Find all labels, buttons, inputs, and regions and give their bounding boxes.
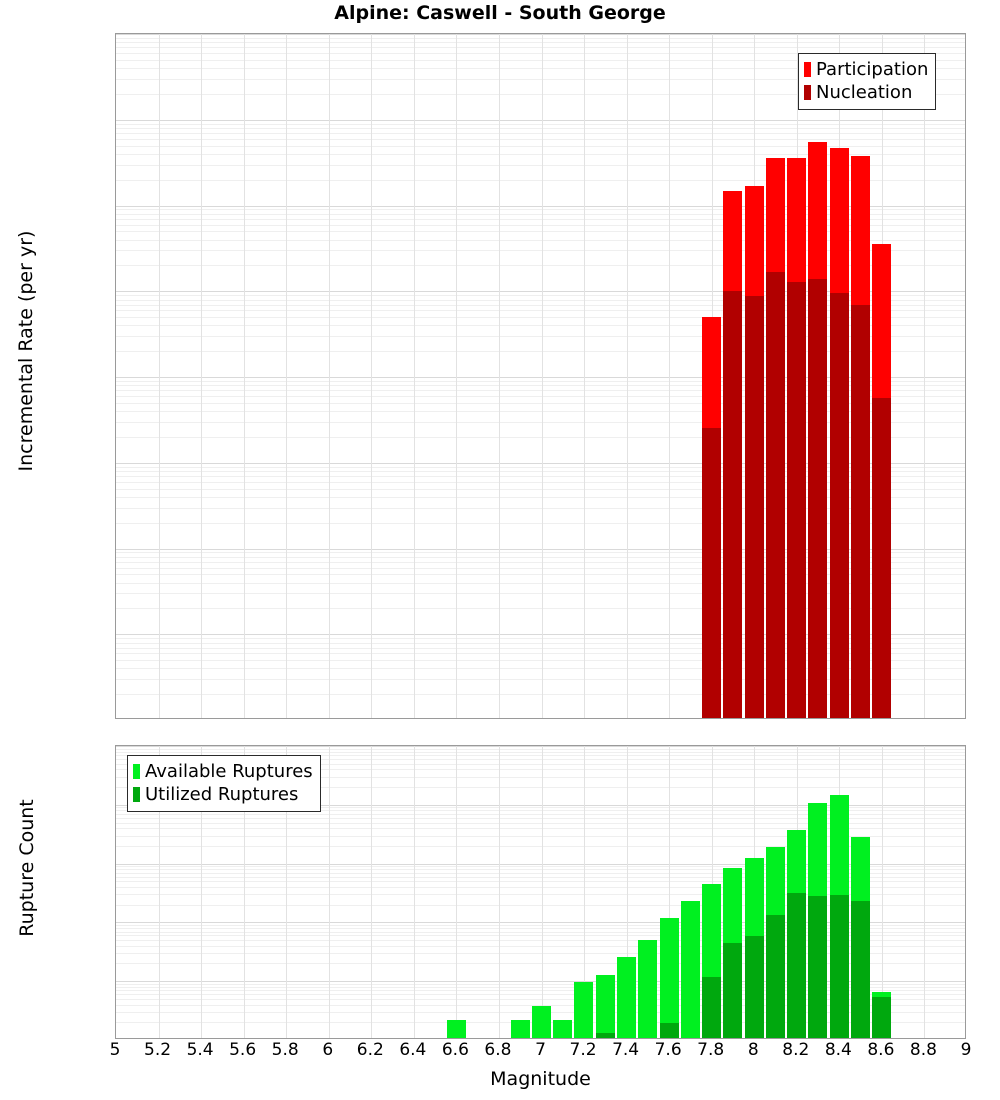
- legend-label: Utilized Ruptures: [145, 783, 299, 805]
- legend-swatch-icon: [133, 764, 140, 779]
- y-axis-label-bottom: Rupture Count: [16, 799, 38, 937]
- x-tick-label: 6.2: [356, 1040, 384, 1060]
- bar-utilized-ruptures: [766, 915, 785, 1038]
- bar-available-ruptures: [617, 956, 636, 1038]
- bar-available-ruptures: [447, 1020, 466, 1038]
- x-tick-label: 7.8: [697, 1040, 725, 1060]
- legend-label: Available Ruptures: [145, 760, 313, 782]
- bar-utilized-ruptures: [723, 943, 742, 1038]
- x-tick-label: 5.6: [229, 1040, 257, 1060]
- x-axis-label: Magnitude: [490, 1068, 591, 1090]
- bar-utilized-ruptures: [872, 996, 891, 1038]
- x-tick-label: 8.6: [867, 1040, 895, 1060]
- bar-nucleation: [787, 282, 806, 718]
- legend-label: Participation: [816, 58, 929, 80]
- bar-utilized-ruptures: [702, 976, 721, 1038]
- legend-item: Available Ruptures: [133, 760, 313, 783]
- bar-nucleation: [851, 305, 870, 718]
- x-tick-label: 7.2: [569, 1040, 597, 1060]
- x-tick-label: 6.6: [441, 1040, 469, 1060]
- legend-swatch-icon: [133, 787, 140, 802]
- x-tick-label: 5.4: [186, 1040, 214, 1060]
- bar-available-ruptures: [596, 974, 615, 1038]
- legend-item: Nucleation: [804, 81, 928, 104]
- incremental-rate-plot-area: [115, 33, 966, 719]
- bar-utilized-ruptures: [596, 1033, 615, 1038]
- x-tick-label: 8.4: [824, 1040, 852, 1060]
- bar-utilized-ruptures: [787, 893, 806, 1038]
- legend-item: Participation: [804, 58, 928, 81]
- bar-nucleation: [766, 271, 785, 718]
- bar-utilized-ruptures: [745, 936, 764, 1038]
- x-tick-label: 7: [535, 1040, 546, 1060]
- x-tick-label: 5.2: [144, 1040, 172, 1060]
- x-tick-label: 5: [109, 1040, 121, 1060]
- bar-available-ruptures: [660, 917, 679, 1038]
- bar-available-ruptures: [638, 940, 657, 1038]
- bar-nucleation: [830, 292, 849, 718]
- legend-label: Nucleation: [816, 81, 913, 103]
- x-tick-label: 9: [960, 1040, 972, 1060]
- x-tick-label: 6.4: [399, 1040, 427, 1060]
- legend-swatch-icon: [804, 85, 811, 100]
- bar-utilized-ruptures: [808, 895, 827, 1038]
- bar-nucleation: [723, 291, 742, 718]
- bar-nucleation: [808, 279, 827, 718]
- bars-rupture-count: [116, 746, 965, 1038]
- x-tick-label: 6.8: [484, 1040, 512, 1060]
- bar-available-ruptures: [553, 1020, 572, 1038]
- legend-rupture-count: Available Ruptures Utilized Ruptures: [127, 755, 321, 812]
- x-tick-label: 7.6: [654, 1040, 682, 1060]
- bar-available-ruptures: [511, 1020, 530, 1038]
- legend-incremental-rate: Participation Nucleation: [798, 53, 937, 110]
- bar-available-ruptures: [681, 900, 700, 1038]
- bar-utilized-ruptures: [660, 1023, 679, 1038]
- legend-swatch-icon: [804, 62, 811, 77]
- bars-incremental-rate: [116, 34, 965, 718]
- page-title: Alpine: Caswell - South George: [334, 2, 666, 24]
- x-tick-label: 8.2: [782, 1040, 810, 1060]
- bar-utilized-ruptures: [830, 894, 849, 1038]
- bar-utilized-ruptures: [851, 900, 870, 1038]
- y-axis-label-top: Incremental Rate (per yr): [15, 230, 37, 472]
- bar-available-ruptures: [532, 1006, 551, 1038]
- x-tick-label: 8.8: [909, 1040, 937, 1060]
- bar-available-ruptures: [574, 981, 593, 1038]
- x-tick-label: 8: [747, 1040, 759, 1060]
- bar-nucleation: [702, 428, 721, 718]
- bar-nucleation: [872, 397, 891, 718]
- legend-item: Utilized Ruptures: [133, 783, 313, 806]
- x-tick-label: 7.4: [612, 1040, 640, 1060]
- bar-nucleation: [745, 296, 764, 718]
- x-tick-label: 5.8: [271, 1040, 299, 1060]
- x-tick-label: 6: [322, 1040, 334, 1060]
